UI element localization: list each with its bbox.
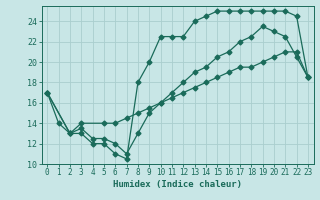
- X-axis label: Humidex (Indice chaleur): Humidex (Indice chaleur): [113, 180, 242, 189]
